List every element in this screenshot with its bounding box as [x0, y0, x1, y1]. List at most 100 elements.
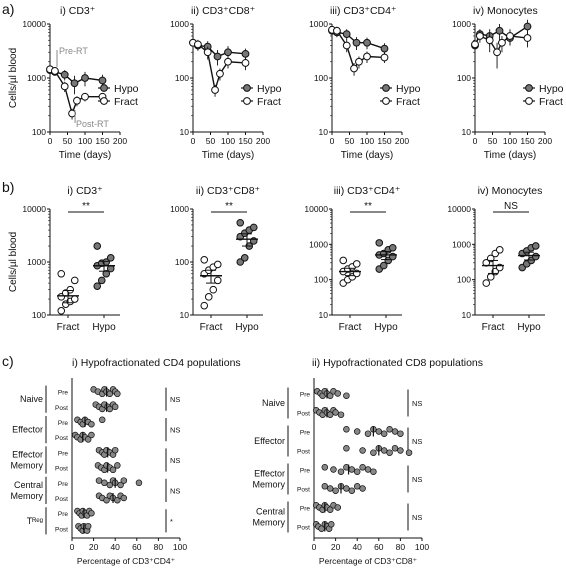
c2-point — [326, 485, 334, 492]
c1-point — [84, 522, 92, 530]
c1-significance-label: NS — [170, 426, 180, 435]
row-label-a: a) — [2, 1, 14, 17]
a2-series-line-1 — [192, 42, 246, 91]
c1-row-label: Pre — [58, 390, 69, 397]
c1-row-label: Post — [55, 496, 68, 503]
c2-point — [332, 409, 339, 416]
a3-point — [363, 52, 371, 61]
a4-legend-label: Hypo — [539, 83, 564, 95]
c1-point — [114, 390, 121, 398]
a2-title: ii) CD3⁺CD8⁺ — [191, 5, 256, 17]
a1-point — [60, 82, 69, 91]
a1-ylabel: Cells/µl blood — [8, 48, 19, 108]
b3-category-label: Fract — [339, 322, 362, 333]
c2-point — [386, 426, 393, 433]
a4-xtick-label: 0 — [473, 136, 478, 146]
a4-point — [506, 32, 514, 40]
c1-point — [114, 462, 121, 469]
b2-significance-label: ** — [225, 201, 233, 212]
c1-row-label: Post — [55, 435, 68, 442]
a2-xtick-label: 50 — [206, 136, 216, 146]
c2-row-label: Post — [297, 449, 310, 456]
c2-row-label: Post — [297, 487, 310, 494]
a2-point — [213, 52, 222, 61]
a1-legend-label: Hypo — [114, 83, 139, 95]
a1-xtick-label: 150 — [95, 136, 109, 146]
b1-ytick-label: 100 — [32, 310, 46, 320]
a1-xtick-label: 100 — [78, 136, 92, 146]
a1-point — [98, 76, 107, 85]
c2-point — [353, 483, 361, 490]
c2-title: ii) Hypofractionated CD8 populations — [312, 357, 483, 369]
c2-row-label: Post — [297, 411, 310, 418]
c2-point — [326, 506, 334, 513]
a4-xtick-label: 200 — [538, 136, 552, 146]
b4-ytick-label: 10000 — [447, 204, 471, 214]
a3-xlabel: Time (days) — [341, 150, 393, 161]
a2-point — [194, 40, 202, 49]
c1-point — [114, 496, 121, 504]
c1-group-label: Memory — [10, 491, 43, 501]
c2-point — [334, 504, 342, 511]
b4-point — [531, 252, 540, 261]
a3-legend-marker — [382, 97, 390, 105]
a1-annotation-post: Post-RT — [76, 119, 109, 129]
a3-xtick-label: 150 — [377, 136, 391, 146]
c2-group-label: Memory — [252, 480, 285, 490]
c2-xlabel: Percentage of CD3⁺CD8⁺ — [319, 556, 418, 566]
c2-point — [353, 428, 361, 435]
c2-point — [334, 390, 342, 397]
a3-point — [352, 38, 361, 47]
c1-point — [111, 446, 119, 454]
c2-group-label: Effector — [254, 469, 285, 479]
a2-legend-label: Fract — [257, 96, 281, 108]
c1-xtick-label: 40 — [110, 542, 120, 552]
b2-point — [249, 223, 258, 232]
c1-row-label: Pre — [58, 450, 69, 457]
a4-xlabel: Time (days) — [484, 150, 536, 161]
b4-significance-label: NS — [504, 201, 518, 212]
c2-point — [343, 392, 350, 399]
b1-point — [70, 276, 79, 285]
a3-xtick-label: 0 — [330, 136, 335, 146]
c1-xtick-label: 20 — [89, 542, 99, 552]
c1-xtick-label: 100 — [173, 542, 187, 552]
a1-point — [51, 67, 59, 75]
a2-point — [216, 69, 224, 78]
a2-xtick-label: 100 — [221, 136, 235, 146]
a3-point — [350, 64, 358, 73]
c2-row-label: Post — [297, 525, 310, 532]
b1-category-label: Fract — [57, 322, 80, 333]
a3-legend-label: Hypo — [396, 83, 421, 95]
c1-point — [111, 403, 119, 411]
c1-point — [98, 416, 106, 424]
a2-point — [241, 49, 250, 58]
c1-group-label: Naive — [20, 394, 43, 404]
b4-title: iv) Monocytes — [478, 185, 543, 197]
b1-ytick-label: 10000 — [22, 204, 46, 214]
b2-category-label: Fract — [200, 322, 223, 333]
c1-group-label: Effector — [12, 425, 43, 435]
a2-point — [224, 57, 232, 66]
a2-legend-marker — [243, 97, 251, 105]
b4-category-label: Hypo — [517, 322, 541, 333]
c1-significance-label: NS — [170, 456, 180, 465]
a4-point — [476, 32, 484, 40]
a3-legend-label: Fract — [396, 96, 420, 108]
c2-row-label: Pre — [300, 430, 311, 437]
b1-point — [102, 269, 111, 278]
a4-point — [523, 34, 532, 42]
a1-ytick-label: 10000 — [22, 19, 46, 29]
c1-point — [120, 494, 128, 502]
a1-xtick-label: 200 — [113, 136, 127, 146]
a4-legend-marker — [525, 84, 533, 92]
c2-significance-label: NS — [412, 475, 422, 484]
c1-row-label: Post — [55, 466, 68, 473]
c2-row-label: Pre — [300, 468, 311, 475]
a4-xtick-label: 100 — [503, 136, 517, 146]
a1-point — [73, 96, 81, 105]
b1-ylabel: Cells/µl blood — [8, 232, 19, 292]
a4-legend-label: Fract — [539, 96, 563, 108]
c2-group-label: Central — [256, 507, 285, 517]
